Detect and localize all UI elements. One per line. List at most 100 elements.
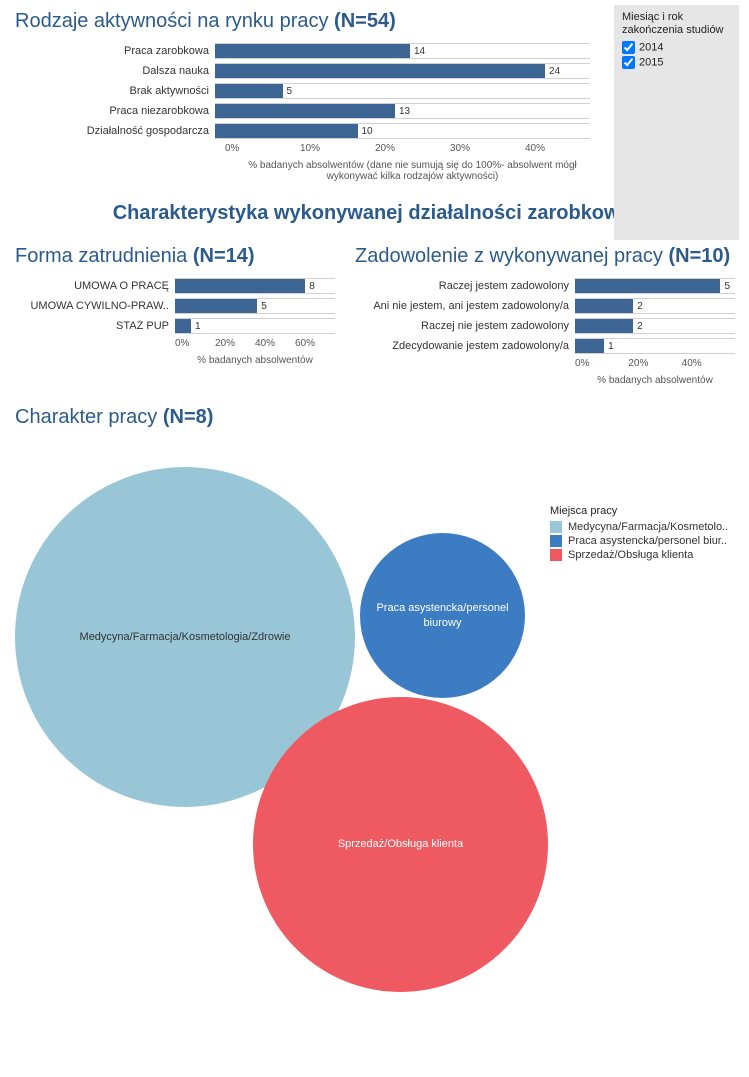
axis-tick: 40%	[525, 143, 600, 154]
bar-track: 1	[575, 338, 735, 354]
bar-caption: % badanych absolwentów (dane nie sumują …	[225, 160, 600, 182]
legend-items: Medycyna/Farmacja/Kosmetolo.. Praca asyst…	[550, 521, 728, 561]
bar-fill	[575, 279, 720, 293]
bar-fill	[175, 299, 257, 313]
bar-track: 10	[215, 123, 590, 139]
bar-row: UMOWA CYWILNO-PRAW.. 5	[15, 296, 335, 316]
bar-fill	[215, 44, 410, 58]
legend-item: Praca asystencka/personel biur..	[550, 535, 728, 547]
bar-label: Dalsza nauka	[15, 65, 215, 77]
bar-track: 5	[215, 83, 590, 99]
bar-caption: % badanych absolwentów	[175, 355, 335, 366]
axis-tick: 20%	[215, 338, 255, 349]
bar-value: 14	[410, 44, 425, 58]
legend-title: Miejsca pracy	[550, 505, 728, 517]
bar-label: Praca zarobkowa	[15, 45, 215, 57]
legend-swatch	[550, 535, 562, 547]
chart4-n: (N=8)	[163, 406, 214, 428]
legend-label: Praca asystencka/personel biur..	[568, 535, 727, 547]
bar-fill	[215, 124, 358, 138]
employment-form-section: Forma zatrudnienia (N=14) UMOWA O PRACĘ 8…	[15, 245, 335, 386]
activity-types-section: Rodzaje aktywności na rynku pracy (N=54)…	[0, 0, 605, 192]
bar-label: UMOWA CYWILNO-PRAW..	[15, 300, 175, 312]
axis-tick: 30%	[450, 143, 525, 154]
bar-row: Ani nie jestem, ani jestem zadowolony/a 2	[355, 296, 735, 316]
bar-fill	[215, 104, 395, 118]
bar-track: 1	[175, 318, 335, 334]
chart1-bars: Praca zarobkowa 14 Dalsza nauka 24 Brak akty…	[15, 41, 590, 182]
bar-fill	[215, 64, 545, 78]
filter-option[interactable]: 2014	[622, 41, 731, 54]
bubble: Sprzedaż/Obsługa klienta	[253, 697, 548, 992]
bar-row: Dalsza nauka 24	[15, 61, 590, 81]
bar-value: 5	[257, 299, 267, 313]
filter-checkbox[interactable]	[622, 56, 635, 69]
bar-track: 2	[575, 298, 735, 314]
axis-tick: 0%	[175, 338, 215, 349]
bar-label: Działalność gospodarcza	[15, 125, 215, 137]
bar-value: 5	[283, 84, 293, 98]
bar-label: Brak aktywności	[15, 85, 215, 97]
bar-track: 5	[575, 278, 735, 294]
filter-checkbox[interactable]	[622, 41, 635, 54]
bar-value: 24	[545, 64, 560, 78]
bar-value: 8	[305, 279, 315, 293]
bar-row: STAŻ PUP1	[15, 316, 335, 336]
bar-label: Raczej jestem zadowolony	[355, 280, 575, 292]
bar-track: 14	[215, 43, 590, 59]
bar-axis: 0%20%40%	[575, 358, 735, 369]
axis-tick: 0%	[225, 143, 300, 154]
bar-track: 24	[215, 63, 590, 79]
bar-track: 8	[175, 278, 335, 294]
workplace-legend: Miejsca pracy Medycyna/Farmacja/Kosmetol…	[550, 505, 728, 563]
chart3-bars: Raczej jestem zadowolony5Ani nie jestem,…	[355, 276, 735, 386]
job-satisfaction-section: Zadowolenie z wykonywanej pracy (N=10) R…	[355, 245, 735, 386]
axis-tick: 10%	[300, 143, 375, 154]
bar-row: Praca niezarobkowa13	[15, 101, 590, 121]
bar-fill	[175, 279, 305, 293]
chart4-title: Charakter pracy (N=8)	[15, 406, 734, 429]
bar-track: 13	[215, 103, 590, 119]
bar-row: Brak aktywności 5	[15, 81, 590, 101]
bar-label: Raczej nie jestem zadowolony	[355, 320, 575, 332]
legend-swatch	[550, 521, 562, 533]
filter-panel: Miesiąc i rok zakończenia studiów 201420…	[614, 5, 739, 240]
chart2-title-text: Forma zatrudnienia	[15, 245, 187, 267]
axis-tick: 40%	[682, 358, 735, 369]
work-character-section: Charakter pracy (N=8) Medycyna/Farmacja/…	[0, 396, 749, 967]
filter-options: 2014 2015	[622, 41, 731, 69]
bar-value: 2	[633, 299, 643, 313]
bar-axis: 0%20%40%60%	[175, 338, 335, 349]
bar-row: UMOWA O PRACĘ 8	[15, 276, 335, 296]
bar-row: Zdecydowanie jestem zadowolony/a 1	[355, 336, 735, 356]
bar-label: Zdecydowanie jestem zadowolony/a	[355, 340, 575, 352]
bar-row: Praca zarobkowa 14	[15, 41, 590, 61]
bar-caption: % badanych absolwentów	[575, 375, 735, 386]
axis-tick: 20%	[628, 358, 681, 369]
chart2-n: (N=14)	[193, 245, 255, 267]
chart3-title-text: Zadowolenie z wykonywanej pracy	[355, 245, 663, 267]
filter-option[interactable]: 2015	[622, 56, 731, 69]
axis-tick: 40%	[255, 338, 295, 349]
chart1-title: Rodzaje aktywności na rynku pracy (N=54)	[15, 10, 590, 33]
legend-item: Sprzedaż/Obsługa klienta	[550, 549, 728, 561]
bar-row: Działalność gospodarcza10	[15, 121, 590, 141]
axis-tick: 60%	[295, 338, 335, 349]
bar-fill	[575, 299, 633, 313]
bubble: Praca asystencka/personel biurowy	[360, 533, 525, 698]
bar-label: UMOWA O PRACĘ	[15, 280, 175, 292]
legend-swatch	[550, 549, 562, 561]
legend-label: Medycyna/Farmacja/Kosmetolo..	[568, 521, 728, 533]
bar-row: Raczej jestem zadowolony5	[355, 276, 735, 296]
bar-value: 1	[604, 339, 614, 353]
legend-item: Medycyna/Farmacja/Kosmetolo..	[550, 521, 728, 533]
employment-row: Forma zatrudnienia (N=14) UMOWA O PRACĘ 8…	[0, 235, 749, 396]
bar-label: STAŻ PUP	[15, 320, 175, 332]
axis-tick: 20%	[375, 143, 450, 154]
bar-axis: 0%10%20%30%40%	[225, 143, 600, 154]
bar-label: Ani nie jestem, ani jestem zadowolony/a	[355, 300, 575, 312]
bar-track: 2	[575, 318, 735, 334]
bar-fill	[215, 84, 283, 98]
bar-fill	[175, 319, 191, 333]
bar-fill	[575, 339, 604, 353]
